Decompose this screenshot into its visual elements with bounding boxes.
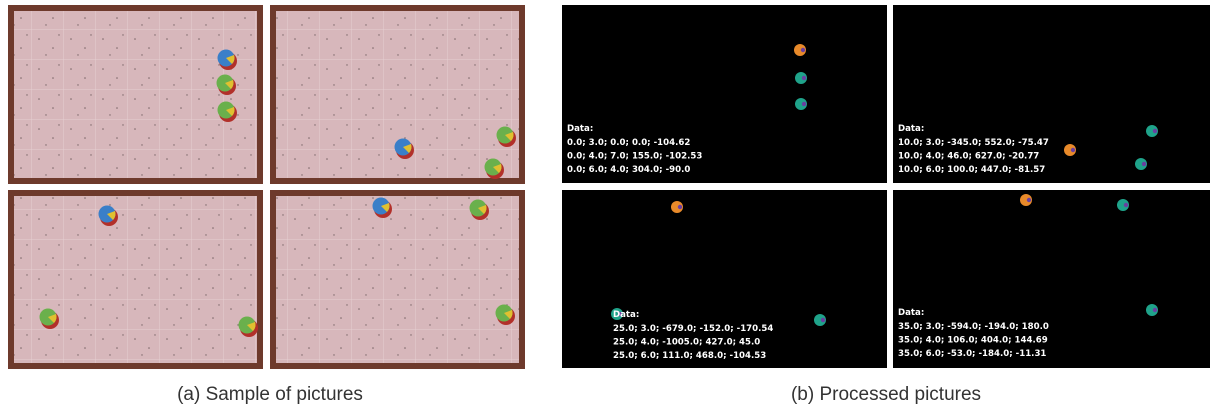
data-line: 35.0; 4.0; 106.0; 404.0; 144.69 — [898, 336, 1048, 346]
data-header: Data: — [567, 124, 593, 134]
data-line: 0.0; 6.0; 4.0; 304.0; -90.0 — [567, 165, 690, 175]
robot-dot — [802, 76, 806, 80]
data-line: 10.0; 6.0; 100.0; 447.0; -81.57 — [898, 165, 1045, 175]
caption-a: (a) Sample of pictures — [177, 384, 363, 405]
data-header: Data: — [898, 124, 924, 134]
data-line: 0.0; 3.0; 0.0; 0.0; -104.62 — [567, 138, 690, 148]
data-header: Data: — [613, 310, 639, 320]
robot-dot — [1142, 162, 1146, 166]
robot-dot — [802, 102, 806, 106]
robot-dot — [1124, 203, 1128, 207]
robot-dot — [1027, 198, 1031, 202]
data-line: 35.0; 3.0; -594.0; -194.0; 180.0 — [898, 322, 1049, 332]
data-line: 10.0; 3.0; -345.0; 552.0; -75.47 — [898, 138, 1049, 148]
robot-dot — [821, 318, 825, 322]
data-line: 35.0; 6.0; -53.0; -184.0; -11.31 — [898, 349, 1046, 359]
robot-dot — [801, 48, 805, 52]
robot-dot — [1071, 148, 1075, 152]
processed-photos: Data: 0.0; 3.0; 0.0; 0.0; -104.62 0.0; 4.0… — [562, 5, 1210, 368]
figure: Data: 0.0; 3.0; 0.0; 0.0; -104.62 0.0; 4.0… — [0, 0, 1217, 415]
robot-dot — [678, 205, 682, 209]
floor — [14, 196, 257, 363]
robot-dot — [1153, 308, 1157, 312]
data-line: 25.0; 3.0; -679.0; -152.0; -170.54 — [613, 324, 773, 334]
data-line: 25.0; 6.0; 111.0; 468.0; -104.53 — [613, 351, 766, 361]
floor — [14, 11, 257, 178]
floor — [276, 196, 519, 363]
data-header: Data: — [898, 308, 924, 318]
robot-dot — [1153, 129, 1157, 133]
data-line: 0.0; 4.0; 7.0; 155.0; -102.53 — [567, 152, 702, 162]
caption-b: (b) Processed pictures — [791, 384, 981, 405]
sample-photos — [8, 5, 525, 369]
data-line: 10.0; 4.0; 46.0; 627.0; -20.77 — [898, 152, 1039, 162]
page: Data: 0.0; 3.0; 0.0; 0.0; -104.62 0.0; 4.0… — [0, 0, 1217, 415]
data-line: 25.0; 4.0; -1005.0; 427.0; 45.0 — [613, 338, 760, 348]
